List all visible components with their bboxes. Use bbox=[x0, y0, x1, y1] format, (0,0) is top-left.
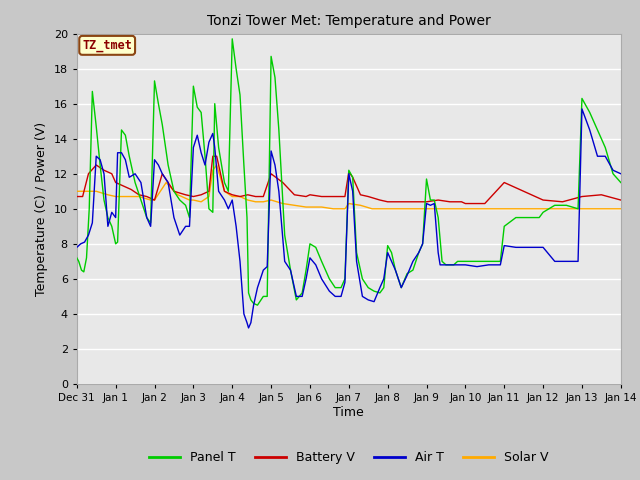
X-axis label: Time: Time bbox=[333, 406, 364, 419]
Legend: Panel T, Battery V, Air T, Solar V: Panel T, Battery V, Air T, Solar V bbox=[144, 446, 554, 469]
Text: TZ_tmet: TZ_tmet bbox=[82, 39, 132, 52]
Title: Tonzi Tower Met: Temperature and Power: Tonzi Tower Met: Temperature and Power bbox=[207, 14, 491, 28]
Y-axis label: Temperature (C) / Power (V): Temperature (C) / Power (V) bbox=[35, 122, 48, 296]
